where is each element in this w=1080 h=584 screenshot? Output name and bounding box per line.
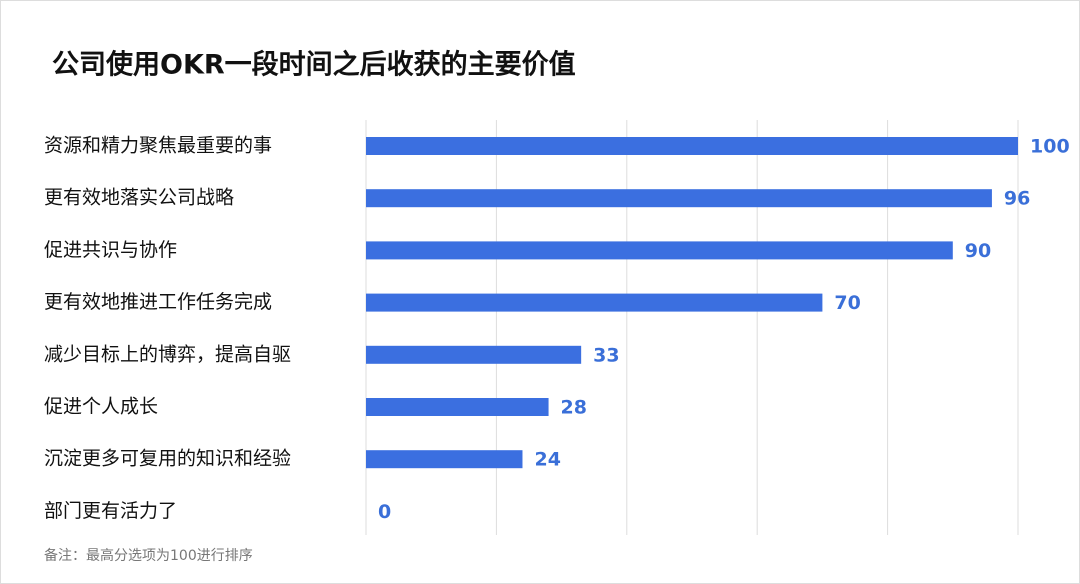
value-label: 90 — [965, 240, 991, 262]
bar — [366, 345, 582, 364]
chart-title: 公司使用OKR一段时间之后收获的主要价值 — [52, 49, 576, 81]
bar — [366, 293, 823, 312]
bar — [366, 137, 1018, 155]
value-label: 28 — [561, 397, 587, 419]
category-label: 部门更有活力了 — [44, 500, 177, 522]
bar — [366, 398, 549, 416]
category-label: 更有效地落实公司战略 — [44, 187, 234, 209]
bar — [366, 450, 523, 469]
category-label: 资源和精力聚焦最重要的事 — [44, 135, 272, 157]
value-label: 33 — [593, 344, 619, 366]
category-label: 促进个人成长 — [44, 396, 158, 418]
value-label: 0 — [378, 501, 391, 523]
category-label: 更有效地推进工作任务完成 — [44, 291, 272, 313]
value-label: 96 — [1004, 188, 1030, 210]
bar — [366, 189, 992, 208]
category-label: 沉淀更多可复用的知识和经验 — [44, 448, 291, 470]
value-label: 24 — [534, 449, 560, 471]
category-label: 促进共识与协作 — [44, 239, 177, 261]
category-label: 减少目标上的博弈，提高自驱 — [44, 343, 291, 365]
note: 备注：最高分选项为100进行排序 — [44, 547, 253, 564]
bar — [366, 241, 953, 260]
value-label: 100 — [1030, 136, 1070, 158]
value-label: 70 — [834, 292, 860, 314]
